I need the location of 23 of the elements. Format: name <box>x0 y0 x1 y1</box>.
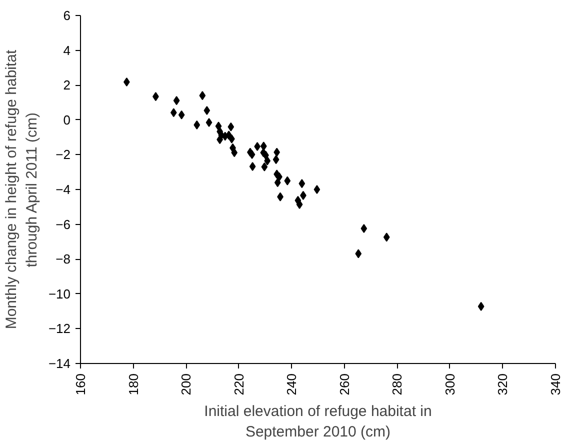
x-tick-label: 240 <box>284 373 300 396</box>
y-tick-label: −12 <box>48 321 71 336</box>
x-tick-label: 280 <box>390 373 405 396</box>
y-tick-label: −4 <box>56 182 71 197</box>
x-tick-label: 320 <box>495 373 510 396</box>
y-tick-label: 0 <box>63 112 71 128</box>
x-tick-label: 300 <box>442 373 458 396</box>
y-tick-label: −14 <box>48 356 71 371</box>
y-tick-label: −10 <box>48 286 71 302</box>
y-tick-label: 6 <box>63 8 71 23</box>
y-tick-label: −2 <box>56 147 71 162</box>
y-tick-label: 4 <box>63 42 71 58</box>
x-tick-label: 180 <box>126 373 141 396</box>
x-tick-label: 160 <box>73 373 88 396</box>
x-axis-title: Initial elevation of refuge habitat in September 2010 (cm) <box>204 403 432 441</box>
x-tick-label: 340 <box>548 373 563 396</box>
y-axis-title: Monthly change in height of refuge habitat through April 2011 (cm) <box>3 48 40 330</box>
x-tick-label: 260 <box>336 373 352 396</box>
x-tick-label: 200 <box>178 373 194 396</box>
y-tick-label: −6 <box>56 216 71 232</box>
y-tick-label: 2 <box>63 78 71 93</box>
y-tick-label: −8 <box>56 252 71 267</box>
x-tick-label: 220 <box>231 373 246 396</box>
